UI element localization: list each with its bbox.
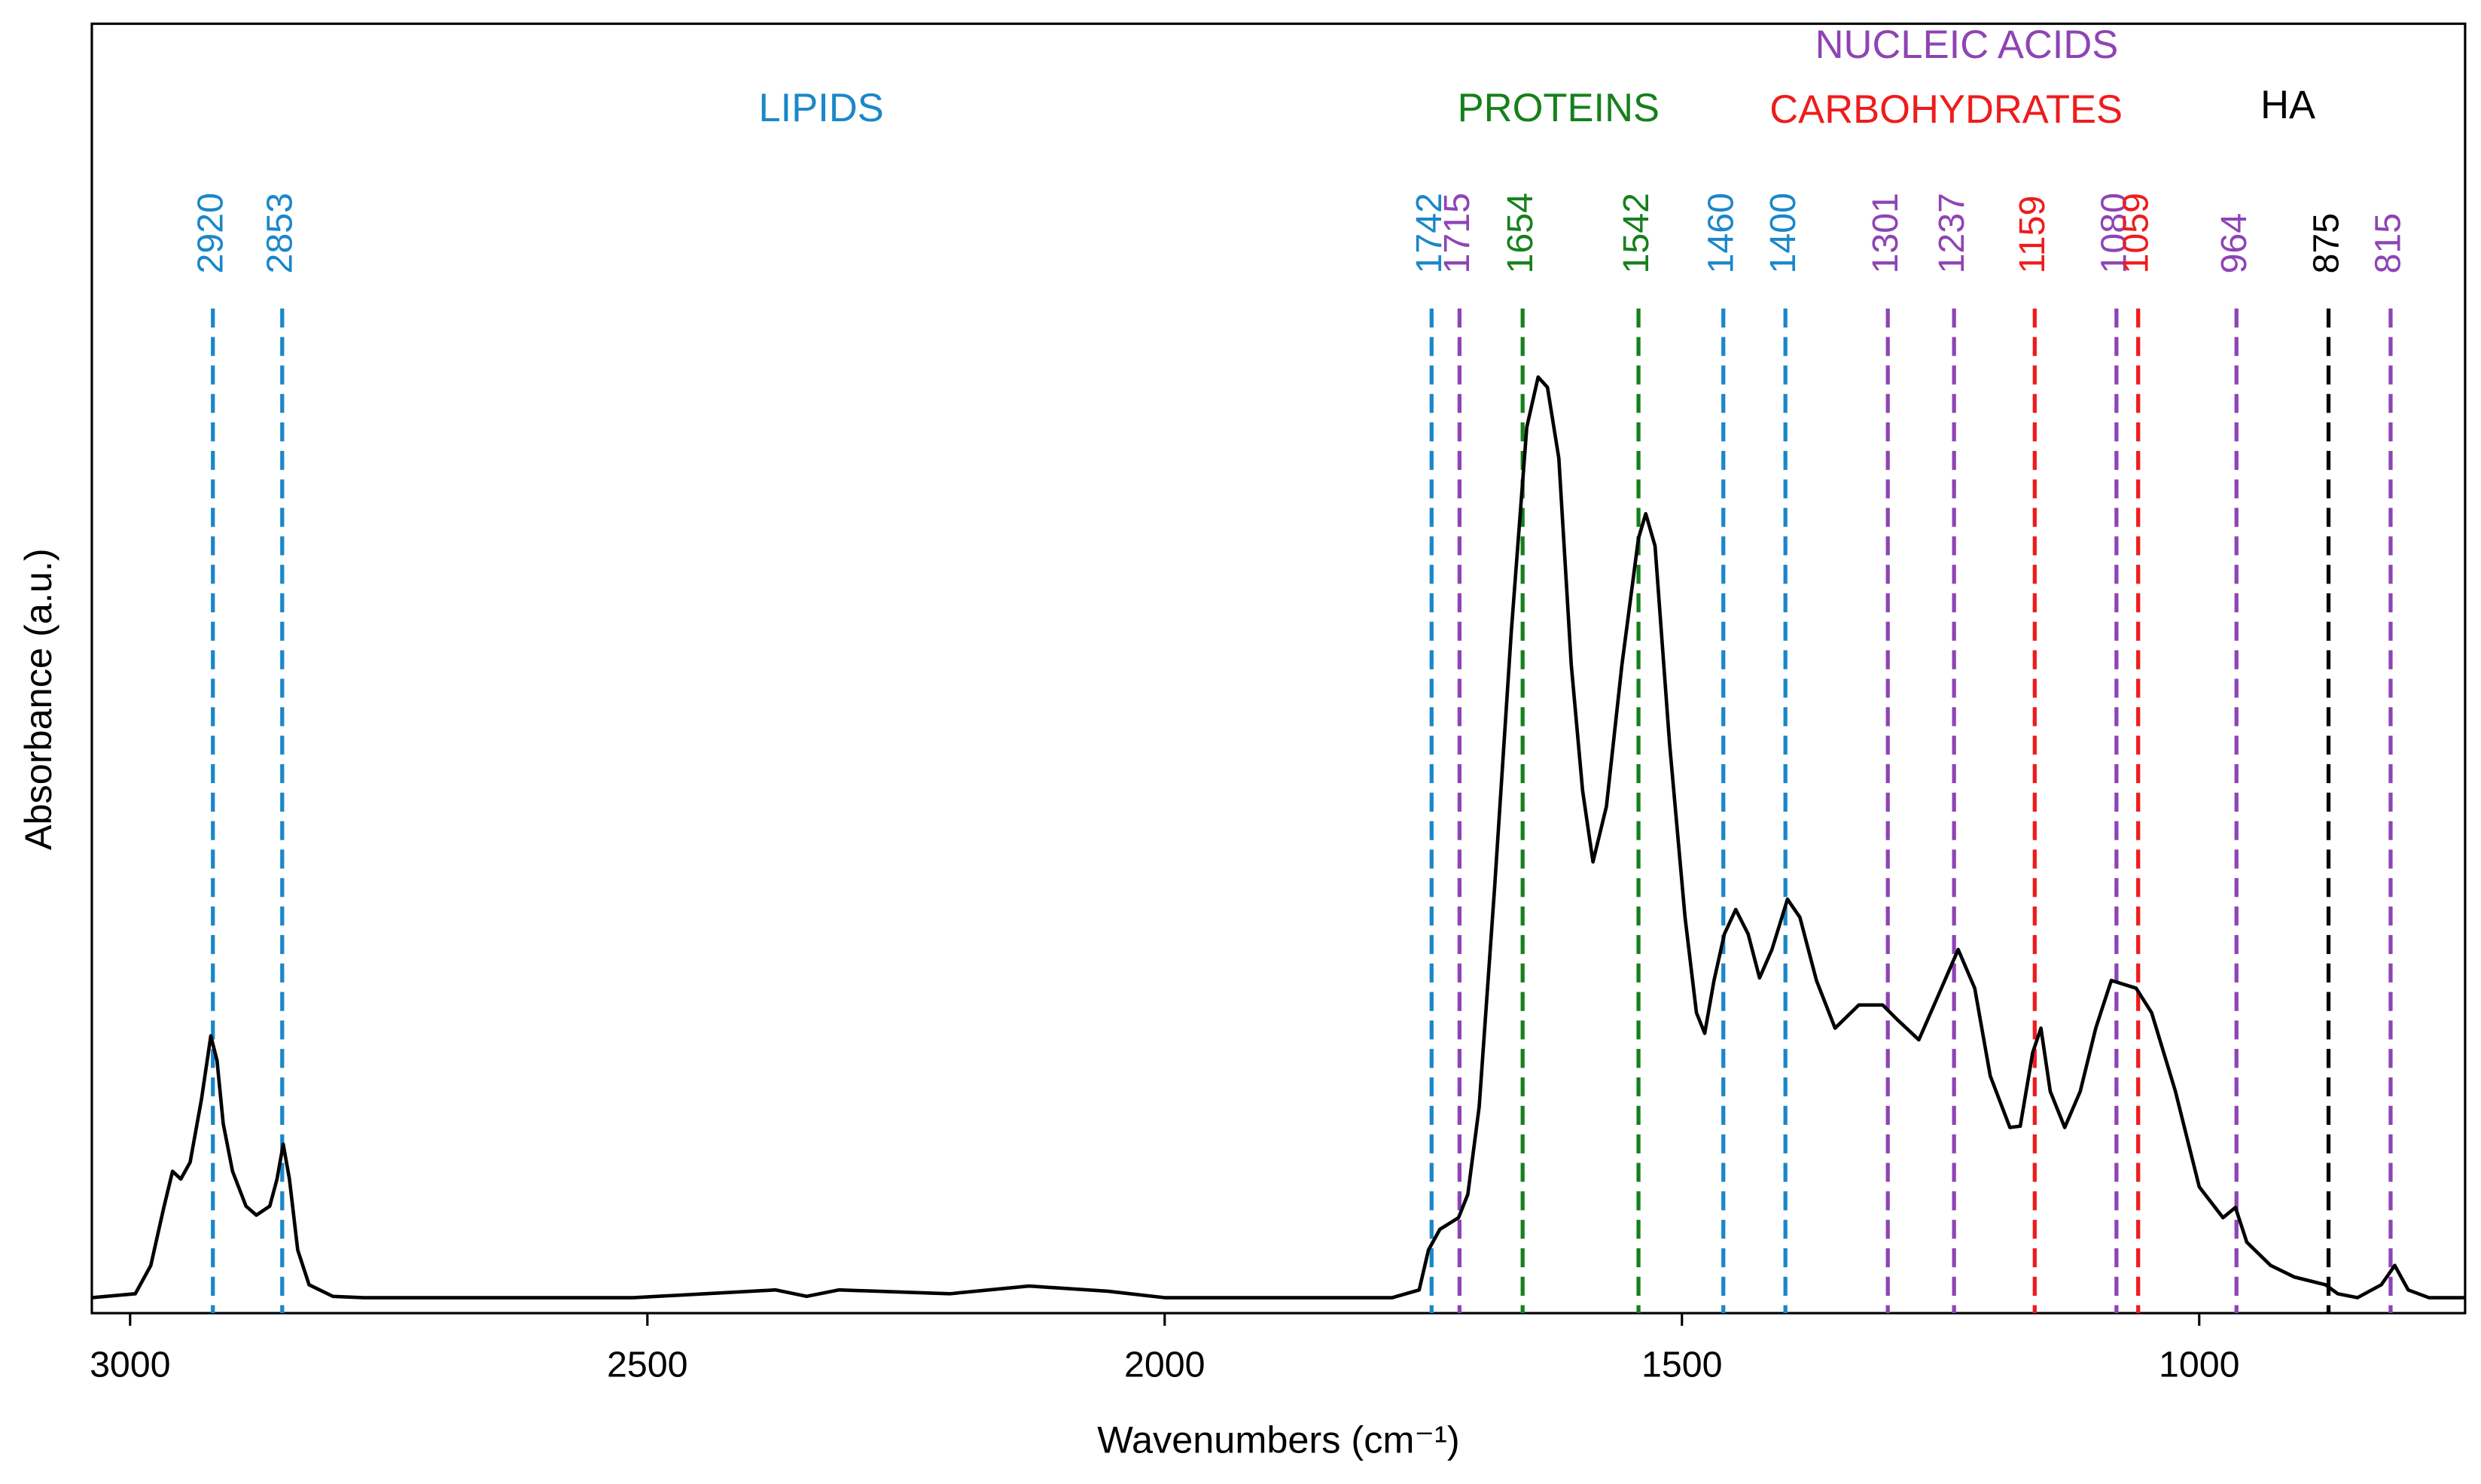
group-label: HA bbox=[2260, 83, 2315, 127]
x-tick-label: 3000 bbox=[90, 1344, 170, 1385]
group-label: PROTEINS bbox=[1458, 86, 1660, 130]
band-label: 2920 bbox=[190, 193, 230, 273]
group-label: NUCLEIC ACIDS bbox=[1815, 23, 2119, 67]
group-label: CARBOHYDRATES bbox=[1769, 87, 2123, 132]
band-label: 1159 bbox=[2012, 196, 2053, 274]
x-tick-label: 1000 bbox=[2159, 1344, 2239, 1385]
band-label: 1460 bbox=[1701, 193, 1742, 273]
band-label: 875 bbox=[2306, 213, 2346, 274]
band-label: 815 bbox=[2368, 213, 2409, 274]
band-label: 964 bbox=[2214, 213, 2254, 274]
band-label: 1080 bbox=[2094, 193, 2135, 273]
x-axis-label: Wavenumbers (cm⁻¹) bbox=[1097, 1418, 1459, 1461]
band-label: 1542 bbox=[1616, 193, 1657, 273]
band-label: 1654 bbox=[1500, 193, 1541, 273]
band-label: 1059 bbox=[2115, 193, 2156, 273]
band-label: 1301 bbox=[1865, 193, 1906, 273]
band-label: 1742 bbox=[1409, 193, 1449, 273]
band-label: 1237 bbox=[1931, 193, 1972, 273]
y-axis-label: Absorbance (a.u.) bbox=[17, 548, 59, 850]
x-tick-label: 2500 bbox=[607, 1344, 687, 1385]
x-tick-label: 2000 bbox=[1124, 1344, 1205, 1385]
spectrum-line bbox=[91, 375, 2465, 1300]
band-label: 1400 bbox=[1763, 193, 1803, 273]
band-label: 2853 bbox=[260, 193, 300, 273]
group-label: LIPIDS bbox=[758, 86, 883, 130]
x-tick-label: 1500 bbox=[1641, 1344, 1722, 1385]
band-label: 1715 bbox=[1437, 193, 1477, 273]
plot-frame bbox=[90, 22, 2467, 1315]
